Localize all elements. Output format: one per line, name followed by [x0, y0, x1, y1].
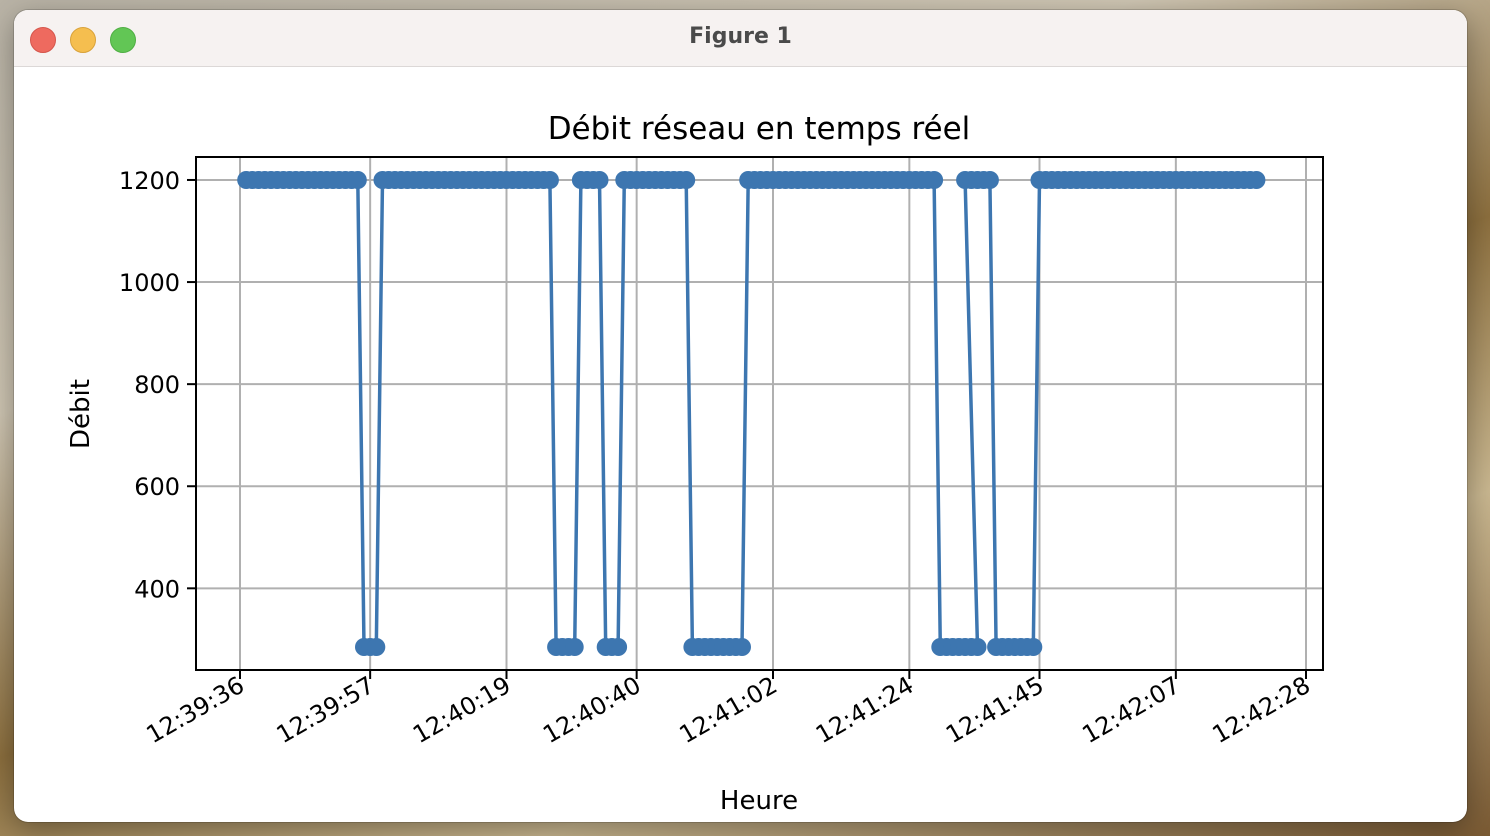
- series-path: [246, 178, 1257, 649]
- data-point: [348, 171, 367, 189]
- x-tick-label: 12:42:28: [1208, 671, 1315, 749]
- y-axis-label: Débit: [66, 379, 96, 449]
- x-tick-label: 12:41:02: [675, 671, 782, 749]
- x-tick-label: 12:42:07: [1077, 671, 1184, 749]
- y-tick-label: 1200: [119, 167, 180, 195]
- minimize-button[interactable]: [70, 27, 96, 53]
- x-tick-label: 12:41:45: [941, 671, 1048, 749]
- y-tick-label: 800: [134, 371, 180, 399]
- title-bar: Figure 1: [14, 10, 1467, 67]
- x-tick-label: 12:39:36: [142, 671, 249, 749]
- data-point: [367, 638, 386, 656]
- y-axis: 400 600 800 1000 1200: [119, 167, 196, 603]
- series-line: [237, 171, 1266, 656]
- plot-area: [195, 156, 1324, 671]
- data-point: [1024, 638, 1043, 656]
- zoom-button[interactable]: [110, 27, 136, 53]
- x-tick-label: 12:40:40: [538, 671, 645, 749]
- data-point: [1247, 171, 1266, 189]
- data-point: [677, 171, 696, 189]
- close-button[interactable]: [30, 27, 56, 53]
- data-point: [925, 171, 944, 189]
- data-point: [565, 638, 584, 656]
- x-tick-label: 12:41:24: [811, 671, 918, 749]
- data-point: [590, 171, 609, 189]
- data-point: [540, 171, 559, 189]
- chart-title: Débit réseau en temps réel: [548, 111, 971, 147]
- y-tick-label: 400: [134, 575, 180, 603]
- data-point: [968, 638, 987, 656]
- x-axis: 12:39:36 12:39:57 12:40:19 12:40:40 12:41:02…: [142, 670, 1315, 749]
- data-point: [980, 171, 999, 189]
- window-title: Figure 1: [689, 24, 792, 49]
- x-tick-label: 12:39:57: [272, 671, 379, 749]
- grid: [196, 157, 1323, 670]
- line-chart: Débit réseau en temps réel 12:39:36 12:39…: [66, 111, 1324, 816]
- y-tick-label: 1000: [119, 269, 180, 297]
- figure-window: Figure 1 Débit réseau en temps réel 12:3…: [14, 10, 1467, 822]
- x-tick-label: 12:40:19: [408, 671, 515, 749]
- x-axis-label: Heure: [720, 786, 798, 816]
- data-point: [609, 638, 628, 656]
- y-tick-label: 600: [134, 473, 180, 501]
- data-point: [733, 638, 751, 656]
